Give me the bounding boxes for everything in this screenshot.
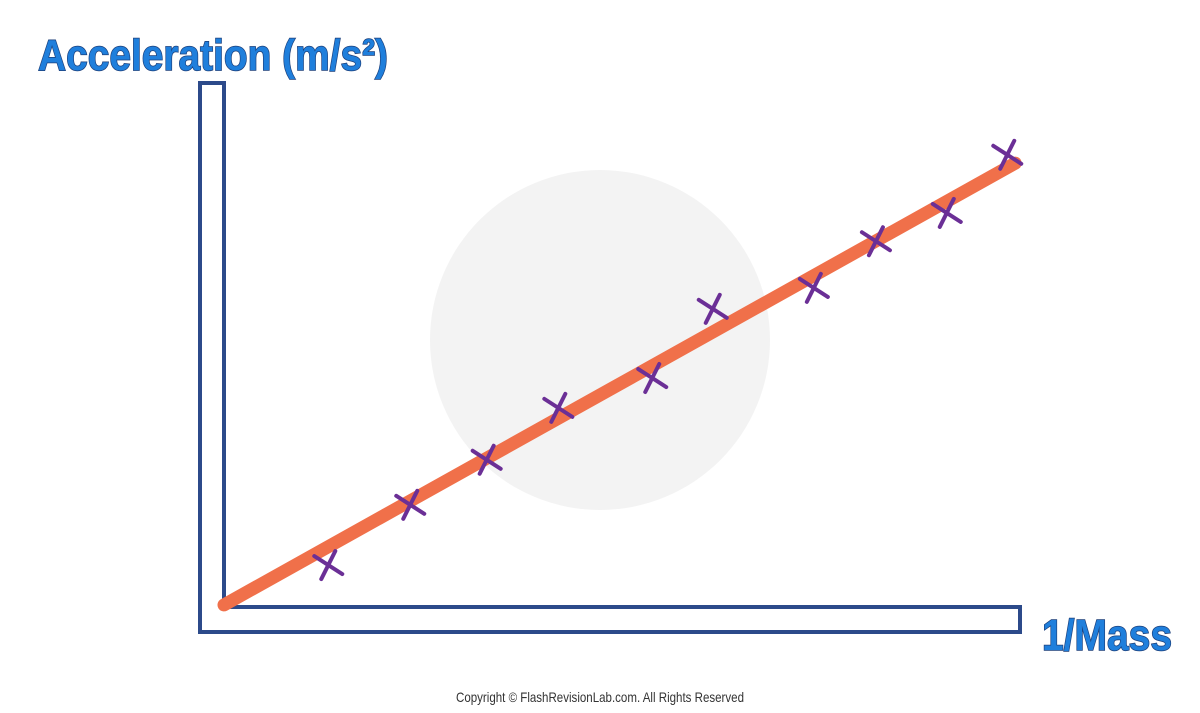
cross-stroke bbox=[477, 443, 496, 476]
cross-stroke bbox=[866, 225, 885, 258]
cross-stroke bbox=[937, 196, 956, 229]
data-point bbox=[636, 362, 669, 395]
cross-stroke bbox=[549, 391, 568, 424]
fit-line bbox=[217, 156, 1022, 612]
data-point bbox=[797, 271, 830, 304]
data-point bbox=[542, 391, 575, 424]
cross-stroke bbox=[319, 549, 338, 582]
data-point bbox=[991, 138, 1024, 171]
data-point bbox=[470, 443, 503, 476]
y-axis-label: Acceleration (m/s²) bbox=[38, 31, 388, 80]
cross-stroke bbox=[998, 138, 1017, 171]
watermark bbox=[430, 170, 770, 510]
data-point bbox=[930, 196, 963, 229]
data-point bbox=[394, 488, 427, 521]
data-point bbox=[859, 225, 892, 258]
cross-stroke bbox=[643, 362, 662, 395]
data-point bbox=[312, 549, 345, 582]
x-axis bbox=[198, 605, 1022, 634]
y-axis bbox=[198, 81, 226, 634]
cross-stroke bbox=[401, 488, 420, 521]
axis-join bbox=[202, 602, 222, 612]
x-axis-label: 1/Mass bbox=[1042, 611, 1172, 660]
copyright: Copyright © FlashRevisionLab.com. All Ri… bbox=[456, 689, 744, 705]
data-point bbox=[696, 292, 729, 325]
cross-stroke bbox=[804, 271, 823, 304]
cross-stroke bbox=[703, 292, 722, 325]
